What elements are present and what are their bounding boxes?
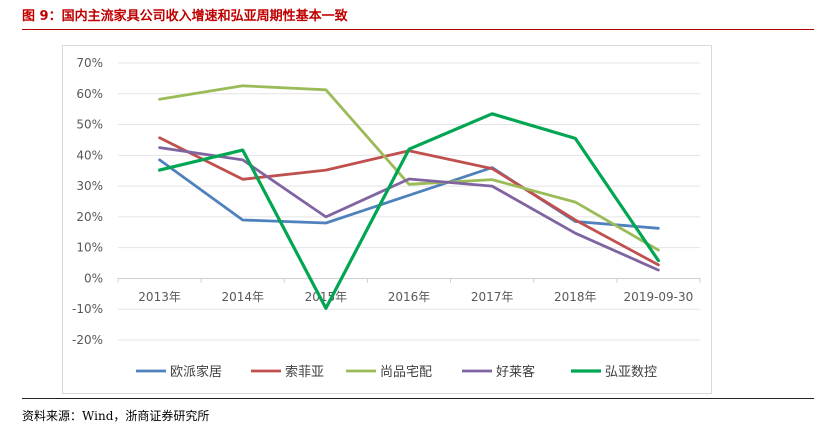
x-tick-label: 2015年 (305, 290, 348, 304)
x-tick-label: 2016年 (388, 290, 431, 304)
y-tick-label: 70% (76, 56, 103, 70)
x-tick-label: 2014年 (221, 290, 264, 304)
legend: 欧派家居 索菲亚 尚品宅配 好莱客 弘亚数控 (136, 364, 657, 380)
x-axis-tick-labels: 2013年 2014年 2015年 2016年 2017年 2018年 2019-09-30 (138, 290, 693, 304)
y-tick-label: 40% (76, 148, 103, 162)
y-tick-label: 60% (76, 87, 103, 101)
legend-label: 尚品宅配 (380, 365, 432, 380)
series-line (158, 158, 660, 230)
figure-title: 图 9：国内主流家具公司收入增速和弘亚周期性基本一致 (22, 9, 348, 24)
y-tick-label: 50% (76, 118, 103, 132)
y-tick-label: -20% (72, 333, 103, 347)
series-line (158, 136, 660, 267)
series-line (158, 146, 660, 272)
footer-divider (22, 398, 814, 399)
source-note: 资料来源：Wind，浙商证券研究所 (22, 409, 210, 423)
legend-label: 索菲亚 (285, 365, 324, 380)
x-tick-label: 2018年 (554, 290, 597, 304)
y-axis-tick-labels: 70% 60% 50% 40% 30% 20% 10% 0% -10% -20% (72, 56, 103, 347)
legend-label: 欧派家居 (170, 364, 222, 380)
x-tick-label: 2017年 (471, 290, 514, 304)
y-tick-label: -10% (72, 302, 103, 316)
y-tick-label: 20% (76, 210, 103, 224)
gridlines (117, 62, 701, 341)
x-tick-label: 2019-09-30 (624, 290, 694, 304)
y-tick-label: 10% (76, 241, 103, 255)
series-lines (158, 84, 661, 310)
title-divider (22, 29, 814, 30)
y-tick-label: 0% (84, 271, 103, 285)
legend-label: 好莱客 (496, 364, 535, 380)
y-tick-label: 30% (76, 179, 103, 193)
x-tick-label: 2013年 (138, 290, 181, 304)
legend-label: 弘亚数控 (605, 365, 657, 380)
series-line (158, 112, 661, 310)
series-line (158, 84, 660, 252)
